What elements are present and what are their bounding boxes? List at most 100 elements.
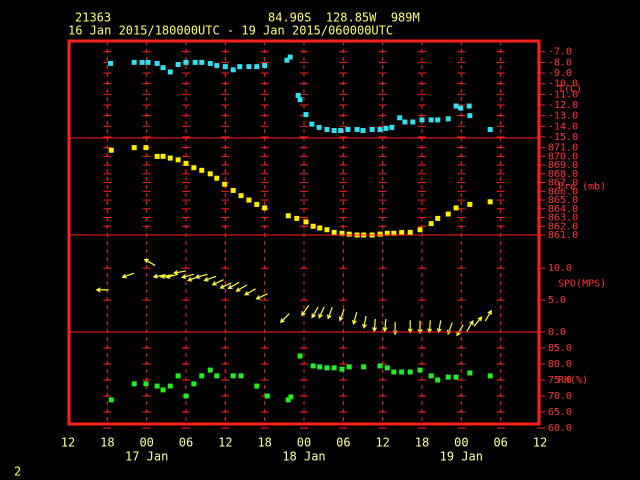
- data-point: [339, 366, 345, 372]
- data-point: [399, 369, 405, 375]
- data-point: [310, 223, 316, 229]
- y-tick-label: 65.0: [548, 407, 572, 418]
- x-tick-label: 00: [297, 436, 311, 450]
- data-point: [317, 225, 323, 231]
- station-location: 84.90S 128.85W 989M: [268, 11, 420, 25]
- y-tick-label: 85.0: [548, 343, 572, 354]
- data-point: [346, 231, 352, 237]
- data-point: [131, 381, 137, 387]
- data-point: [288, 394, 294, 400]
- data-point: [230, 67, 236, 73]
- data-point: [254, 201, 260, 207]
- data-point: [108, 147, 114, 153]
- wind-arrow: [95, 287, 109, 293]
- period: 16 Jan 2015/180000UTC - 19 Jan 2015/0600…: [68, 24, 393, 38]
- data-point: [262, 205, 268, 211]
- data-point: [183, 59, 189, 65]
- y-tick-label: -11.0: [548, 89, 578, 100]
- y-tick-label: -14.0: [548, 121, 578, 132]
- data-point: [207, 60, 213, 66]
- y-tick-label: 75.0: [548, 375, 572, 386]
- data-point: [254, 64, 260, 70]
- data-point: [377, 231, 383, 237]
- data-point: [407, 369, 413, 375]
- x-tick-label: 06: [179, 436, 193, 450]
- y-tick-label: 871.0: [548, 143, 578, 154]
- data-point: [285, 213, 291, 219]
- wind-arrow: [436, 320, 442, 334]
- data-point: [214, 175, 220, 181]
- data-point: [407, 229, 413, 235]
- data-point: [143, 381, 149, 387]
- data-point: [487, 126, 493, 132]
- y-tick-label: 866.0: [548, 186, 578, 197]
- data-point: [131, 59, 137, 65]
- data-point: [167, 155, 173, 161]
- data-point: [238, 373, 244, 379]
- data-point: [285, 397, 291, 403]
- data-point: [397, 115, 403, 121]
- data-point: [453, 103, 459, 109]
- x-tick-label: 18: [100, 436, 114, 450]
- data-point: [175, 62, 181, 67]
- data-point: [154, 383, 160, 389]
- data-point: [445, 116, 451, 122]
- data-point: [222, 64, 228, 70]
- data-point: [230, 187, 236, 193]
- day-label: 19 Jan: [440, 450, 483, 464]
- y-tick-label: 870.0: [548, 151, 578, 162]
- data-point: [384, 230, 390, 236]
- wind-arrow: [301, 305, 310, 317]
- wind-arrow: [165, 273, 179, 279]
- data-point: [317, 364, 323, 370]
- station-id: 21363: [75, 11, 111, 25]
- data-point: [297, 353, 303, 359]
- data-point: [154, 60, 160, 66]
- data-point: [391, 230, 397, 236]
- data-point: [199, 59, 205, 65]
- x-tick-label: 06: [493, 436, 507, 450]
- data-point: [264, 393, 270, 399]
- wind-arrow: [311, 306, 319, 319]
- data-point: [324, 365, 330, 371]
- data-point: [294, 215, 300, 221]
- data-point: [309, 121, 315, 127]
- y-tick-label: -8.0: [548, 57, 572, 68]
- page-number: 2: [14, 465, 21, 479]
- y-tick-label: 0.0: [548, 327, 566, 338]
- y-tick-label: 864.0: [548, 204, 578, 215]
- data-point: [377, 126, 383, 132]
- x-tick-label: 00: [454, 436, 468, 450]
- data-point: [214, 63, 220, 69]
- data-point: [331, 128, 337, 134]
- y-tick-label: 865.0: [548, 195, 578, 206]
- data-point: [402, 119, 408, 125]
- data-point: [338, 128, 344, 134]
- y-tick-label: 70.0: [548, 391, 572, 402]
- data-point: [175, 157, 181, 163]
- data-point: [191, 165, 197, 171]
- data-point: [160, 65, 166, 71]
- data-point: [383, 125, 389, 131]
- y-tick-label: -10.0: [548, 79, 578, 90]
- data-point: [303, 219, 309, 225]
- data-point: [346, 364, 352, 370]
- data-point: [428, 373, 434, 379]
- data-point: [360, 128, 366, 134]
- data-point: [417, 227, 423, 233]
- data-point: [435, 117, 441, 123]
- data-point: [361, 364, 367, 370]
- data-point: [108, 60, 114, 66]
- data-point: [331, 229, 337, 235]
- data-point: [160, 153, 166, 159]
- data-point: [345, 126, 351, 132]
- y-tick-label: -9.0: [548, 68, 572, 79]
- data-point: [487, 199, 493, 205]
- y-tick-label: 861.0: [548, 230, 578, 241]
- data-point: [410, 119, 416, 125]
- data-point: [167, 383, 173, 389]
- wind-arrow: [203, 275, 217, 282]
- data-point: [143, 145, 149, 151]
- y-tick-label: -13.0: [548, 111, 578, 122]
